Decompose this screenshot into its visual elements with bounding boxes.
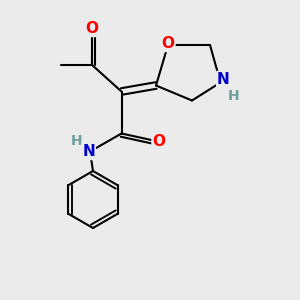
Text: H: H: [71, 134, 82, 148]
Text: H: H: [228, 89, 240, 103]
Text: O: O: [152, 134, 166, 148]
Text: O: O: [85, 21, 98, 36]
Text: N: N: [217, 72, 230, 87]
Text: O: O: [161, 36, 175, 51]
Text: N: N: [82, 144, 95, 159]
